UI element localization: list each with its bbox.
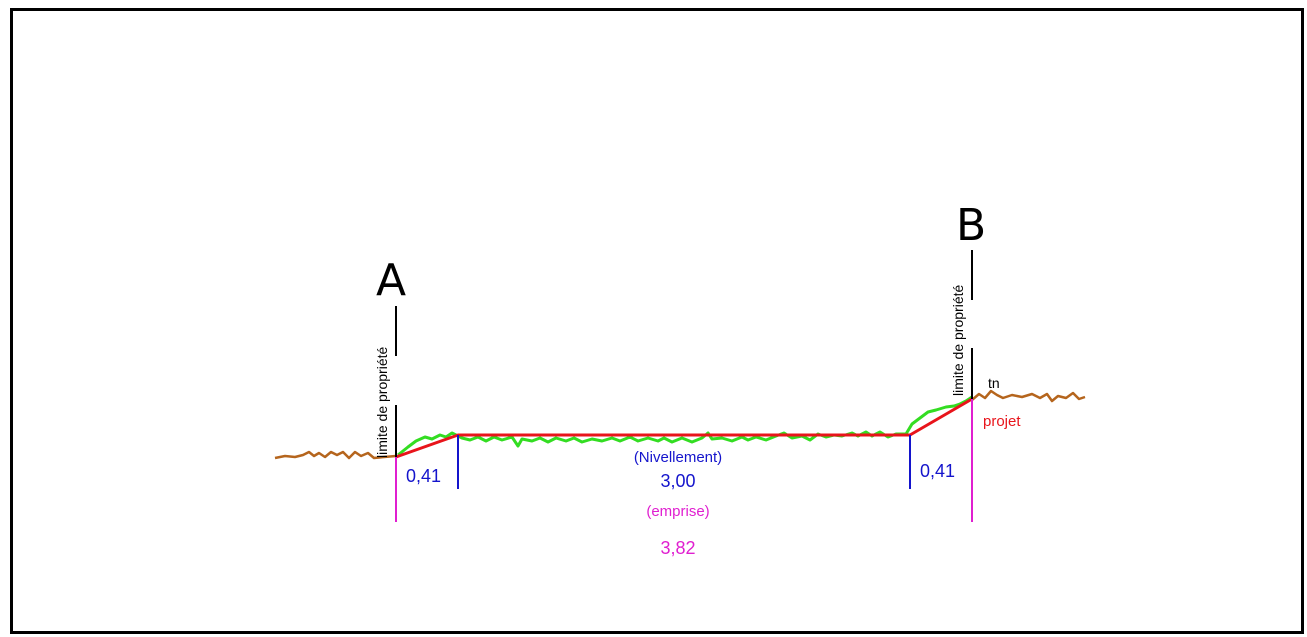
projet-label: projet bbox=[983, 413, 1021, 430]
property-limit-label-b: limite de propriété bbox=[950, 285, 966, 396]
emprise-value: 3,82 bbox=[660, 538, 695, 558]
property-limit-label-a: limite de propriété bbox=[374, 347, 390, 458]
drawing-frame bbox=[10, 8, 1304, 634]
emprise-label: (emprise) bbox=[646, 503, 709, 520]
point-a-label: A bbox=[376, 255, 406, 306]
terrain-line-left bbox=[274, 450, 397, 460]
left-slope-dimension: 0,41 bbox=[406, 466, 441, 486]
right-slope-dimension: 0,41 bbox=[920, 461, 955, 481]
project-profile-line bbox=[395, 397, 973, 459]
nivellement-label: (Nivellement) bbox=[634, 449, 722, 466]
terrain-line-right bbox=[971, 389, 1086, 403]
nivellement-value: 3,00 bbox=[660, 471, 695, 491]
tn-label: tn bbox=[988, 375, 1000, 391]
point-b-label: B bbox=[956, 200, 986, 251]
grass-line bbox=[397, 395, 973, 457]
